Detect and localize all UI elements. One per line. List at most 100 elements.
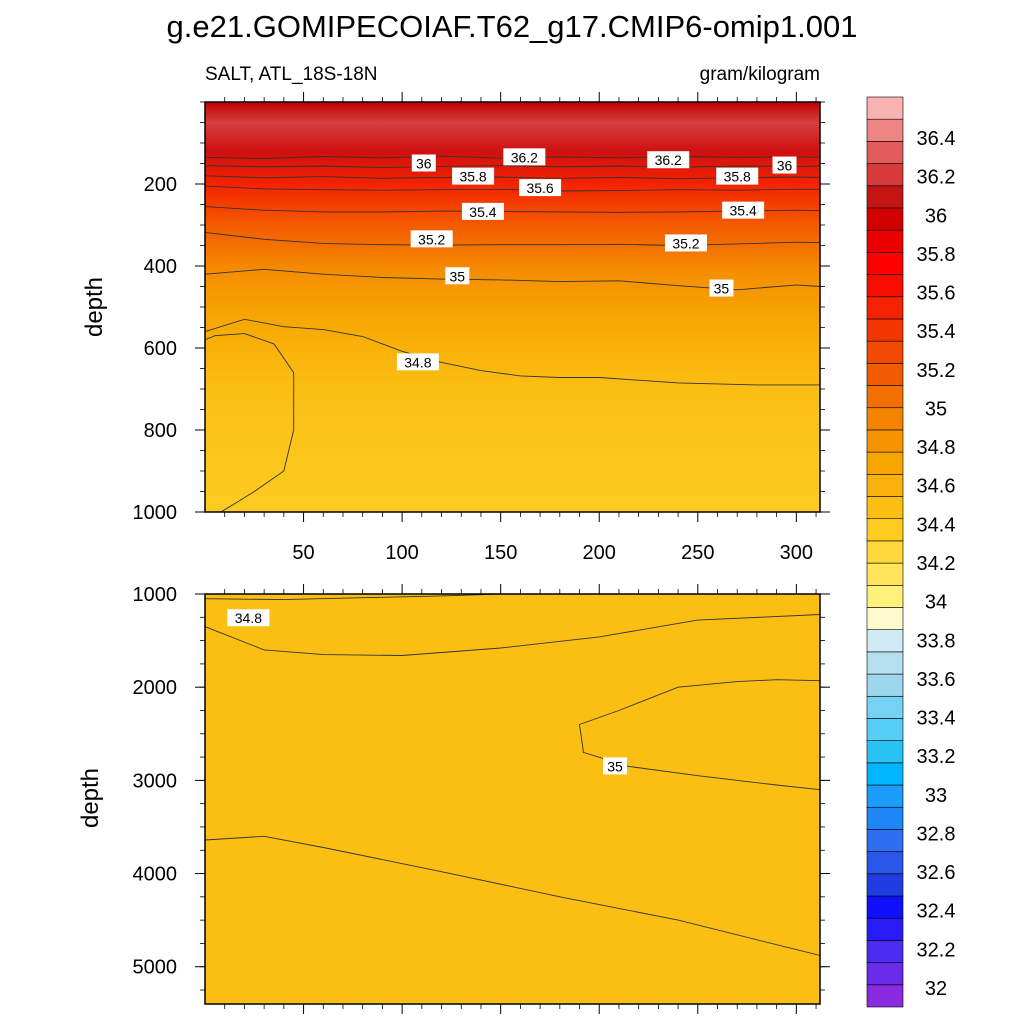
colorbar-swatch	[866, 474, 904, 497]
colorbar-label: 35.6	[917, 283, 956, 305]
upper-contour-label: 36	[772, 156, 797, 174]
colorbar-swatch	[866, 207, 904, 231]
colorbar-swatch	[866, 984, 904, 1008]
colorbar-label: 33.2	[917, 746, 956, 768]
colorbar-swatch	[866, 385, 904, 409]
upper-contour-label: 35.4	[722, 201, 765, 219]
lower-contour-line	[618, 679, 820, 711]
colorbar-swatch	[866, 363, 904, 386]
colorbar-swatch	[866, 540, 904, 564]
lower-y-tick-label: 3000	[133, 770, 178, 792]
lower-plot-frame	[204, 593, 821, 1005]
colorbar-label: 33.4	[917, 708, 956, 730]
svg-text:36: 36	[777, 158, 793, 174]
svg-text:35: 35	[607, 758, 623, 774]
lower-y-tick-label: 4000	[133, 864, 178, 886]
colorbar-swatch	[866, 318, 904, 342]
colorbar-swatch	[866, 873, 904, 897]
upper-contour-label: 35.8	[716, 167, 759, 185]
svg-text:35.2: 35.2	[672, 235, 699, 251]
colorbar-swatch	[866, 96, 904, 120]
upper-contour-label: 35	[709, 279, 734, 297]
figure-title: g.e21.GOMIPECOIAF.T62_g17.CMIP6-omip1.00…	[167, 9, 858, 44]
colorbar-swatch	[866, 895, 904, 919]
upper-contour-label: 34.8	[396, 353, 439, 371]
colorbar-swatch	[866, 762, 904, 786]
lower-y-tick-label: 1000	[133, 584, 178, 606]
upper-x-tick-label: 100	[385, 542, 418, 564]
colorbar-swatch	[866, 607, 904, 630]
upper-panel: 36 36.2 36.2 36 35.8 35.8 35.6 35.4 35.4 35.2 35.2…	[81, 64, 830, 564]
colorbar-label: 36	[925, 205, 947, 227]
colorbar-swatch	[866, 518, 904, 542]
svg-text:35.8: 35.8	[459, 169, 486, 185]
colorbar-swatch	[866, 296, 904, 320]
upper-contour-label: 36.2	[503, 148, 546, 166]
colorbar-label: 34	[925, 592, 947, 614]
upper-y-axis-title: depth	[81, 277, 108, 337]
colorbar-swatch	[866, 695, 904, 719]
colorbar: 32 32.2 32.4 32.6 32.8 33 33.2 33.4 33.6 33.8 34 34…	[866, 96, 956, 1008]
upper-y-tick-label: 1000	[133, 502, 178, 524]
colorbar-swatch	[866, 806, 904, 830]
svg-text:34.8: 34.8	[404, 354, 431, 370]
colorbar-label: 35	[925, 398, 947, 420]
upper-right-label: gram/kilogram	[700, 64, 820, 85]
colorbar-label: 36.2	[917, 167, 956, 189]
colorbar-label: 33.8	[917, 630, 956, 652]
colorbar-label: 35.4	[917, 321, 956, 343]
upper-x-tick-label: 50	[292, 542, 314, 564]
colorbar-label: 32.6	[917, 862, 956, 884]
colorbar-swatch	[866, 851, 904, 875]
colorbar-swatch	[866, 562, 904, 586]
colorbar-label: 34.8	[917, 437, 956, 459]
svg-text:35.4: 35.4	[469, 204, 496, 220]
lower-y-tick-label: 2000	[133, 677, 178, 699]
upper-contour-label: 35.6	[519, 179, 562, 197]
upper-y-tick-label: 400	[144, 256, 177, 278]
upper-contour-line	[205, 165, 820, 169]
svg-text:36.2: 36.2	[511, 149, 538, 165]
upper-contour-label: 36	[411, 154, 436, 172]
svg-text:35.8: 35.8	[724, 169, 751, 185]
lower-contour-line	[205, 594, 820, 601]
upper-contour-label: 35.2	[664, 234, 707, 252]
colorbar-swatch	[866, 451, 904, 475]
svg-text:35.2: 35.2	[418, 231, 445, 247]
colorbar-swatch	[866, 229, 904, 253]
colorbar-label: 32.4	[917, 901, 956, 923]
upper-left-label: SALT, ATL_18S-18N	[205, 64, 378, 85]
upper-x-tick-label: 150	[484, 542, 517, 564]
upper-x-tick-label: 300	[780, 542, 813, 564]
colorbar-swatch	[866, 651, 904, 675]
colorbar-swatch	[866, 429, 904, 453]
colorbar-swatch	[866, 784, 904, 808]
upper-contour-line	[205, 231, 820, 246]
colorbar-swatch	[866, 340, 904, 364]
colorbar-swatch	[866, 584, 904, 608]
colorbar-swatch	[866, 141, 904, 164]
colorbar-swatch	[866, 673, 904, 697]
lower-contour-line	[205, 614, 820, 656]
svg-text:35: 35	[714, 281, 730, 297]
upper-x-tick-label: 200	[583, 542, 616, 564]
upper-y-tick-label: 600	[144, 338, 177, 360]
colorbar-swatch	[866, 940, 904, 963]
lower-panel: 34.8 35 1000 2000 3000 4000 5000 depth	[77, 584, 830, 1014]
lower-contour-line	[579, 710, 820, 791]
upper-y-tick-label: 200	[144, 174, 177, 196]
upper-contour-label: 35.2	[410, 230, 453, 248]
colorbar-label: 34.6	[917, 476, 956, 498]
upper-contour-line	[205, 333, 295, 512]
upper-x-tick-label: 250	[681, 542, 714, 564]
colorbar-swatch	[866, 407, 904, 431]
upper-contour-label: 35.8	[452, 167, 495, 185]
colorbar-label: 35.2	[917, 360, 956, 382]
colorbar-label: 32.8	[917, 823, 956, 845]
svg-text:35.4: 35.4	[730, 203, 757, 219]
lower-contour-label: 34.8	[227, 609, 270, 627]
svg-text:36.2: 36.2	[655, 152, 682, 168]
colorbar-swatch	[866, 163, 904, 187]
upper-y-tick-label: 800	[144, 420, 177, 442]
